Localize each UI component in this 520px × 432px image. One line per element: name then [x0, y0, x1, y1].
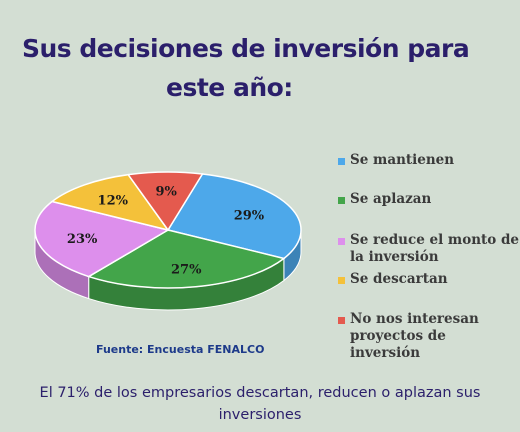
- legend-swatch: [338, 197, 345, 204]
- pie-data-label: 27%: [171, 263, 202, 278]
- legend-label: No nos interesan proyectos de inversión: [350, 311, 479, 361]
- legend-item-no-nos-interesan: No nos interesan proyectos de inversión: [338, 311, 520, 362]
- legend-swatch: [338, 158, 345, 165]
- pie-data-labels: 29% 27% 23% 12% 9%: [67, 185, 265, 278]
- pie-data-label: 12%: [98, 193, 129, 208]
- legend-item-se-mantienen: Se mantienen: [338, 152, 454, 169]
- legend-item-se-reduce: Se reduce el monto de la inversión: [338, 232, 519, 266]
- pie-data-label: 9%: [155, 185, 177, 200]
- pie-slices: [34, 171, 302, 289]
- legend-swatch: [338, 277, 345, 284]
- chart-source: Fuente: Encuesta FENALCO: [96, 343, 265, 356]
- legend-label: Se descartan: [350, 271, 448, 287]
- legend-label: Se reduce el monto de la inversión: [350, 232, 519, 265]
- footer-note: El 71% de los empresarios descartan, red…: [10, 382, 510, 426]
- legend-label: Se aplazan: [350, 191, 432, 207]
- pie-data-label: 29%: [234, 209, 265, 224]
- legend-label: Se mantienen: [350, 152, 455, 168]
- pie-slice-1: [86, 229, 286, 289]
- legend-item-se-descartan: Se descartan: [338, 271, 448, 288]
- pie-slice-4: [126, 171, 204, 232]
- pie-slice-2: [34, 200, 170, 278]
- page-title: Sus decisiones de inversión para: [22, 34, 470, 63]
- legend-swatch: [338, 317, 345, 324]
- pie-slice-0: [166, 173, 302, 260]
- pie-data-label: 23%: [67, 232, 98, 247]
- legend-item-se-aplazan: Se aplazan: [338, 191, 431, 208]
- pie-slice-3: [50, 173, 170, 232]
- footer-text: El 71% de los empresarios descartan, red…: [39, 385, 481, 423]
- page-title-line2: este año:: [166, 73, 293, 102]
- legend-swatch: [338, 238, 345, 245]
